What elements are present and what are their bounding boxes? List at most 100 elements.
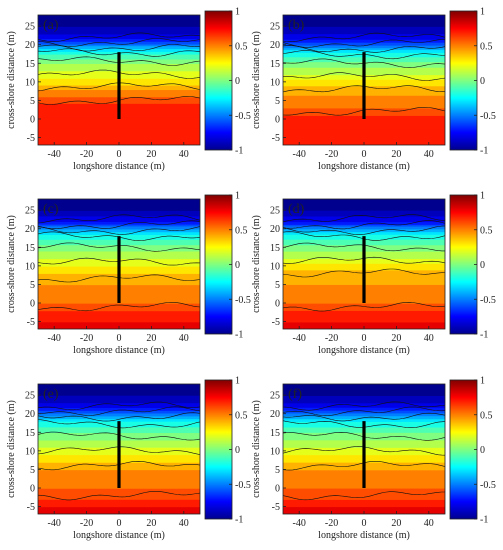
y-tick-label: 10 — [270, 446, 280, 457]
y-tick-label: 20 — [25, 224, 35, 235]
colorbar-tick-label: 0 — [480, 445, 485, 456]
x-tick-label: -20 — [80, 333, 93, 344]
y-tick-label: 0 — [275, 299, 280, 310]
x-tick-label: -40 — [48, 333, 61, 344]
x-tick-label: 0 — [117, 333, 122, 344]
y-tick-label: 15 — [25, 243, 35, 254]
colorbar — [449, 10, 478, 151]
y-axis-label: cross-shore distance (m) — [6, 400, 17, 498]
contour-line — [38, 214, 200, 224]
x-tick-label: 20 — [146, 333, 156, 344]
x-tick-label: -20 — [80, 518, 93, 529]
contour-line — [38, 32, 200, 42]
y-tick-label: 15 — [270, 59, 280, 70]
contour-line — [283, 220, 445, 230]
y-tick-label: 0 — [275, 115, 280, 126]
y-tick-label: 10 — [25, 77, 35, 88]
y-axis-label: cross-shore distance (m) — [6, 215, 17, 313]
contour-line — [38, 412, 200, 422]
x-tick-label: -40 — [293, 333, 306, 344]
colorbar-tick-label: 0.5 — [235, 410, 248, 421]
x-tick-label: 20 — [391, 149, 401, 160]
x-tick-label: 40 — [424, 333, 434, 344]
contour-line — [38, 401, 200, 411]
contour-line — [38, 302, 200, 312]
y-tick-label: 5 — [275, 280, 280, 291]
colorbar-tick-label: -0.5 — [235, 111, 251, 122]
contour-band — [283, 199, 445, 201]
colorbar-tick-label: -1 — [235, 330, 243, 341]
x-tick-label: -20 — [325, 333, 338, 344]
y-axis-label: cross-shore distance (m) — [251, 400, 262, 498]
x-tick-label: 40 — [179, 333, 189, 344]
x-tick-label: -40 — [293, 518, 306, 529]
colorbar-tick-label: 1 — [480, 191, 485, 202]
contour-line — [283, 412, 445, 422]
x-tick-label: 40 — [179, 149, 189, 160]
colorbar-tick-label: 0 — [235, 445, 240, 456]
y-tick-label: 5 — [30, 96, 35, 107]
panel-label: (b) — [288, 18, 305, 33]
contour-line — [283, 45, 445, 53]
colorbar-tick-label: 0.5 — [480, 41, 493, 52]
contour-band — [38, 384, 200, 386]
contour-line — [38, 38, 200, 47]
y-axis-label: cross-shore distance (m) — [251, 215, 262, 313]
y-tick-label: 25 — [270, 391, 280, 402]
y-tick-label: 20 — [270, 409, 280, 420]
x-tick-label: 0 — [362, 149, 367, 160]
x-tick-label: -20 — [80, 149, 93, 160]
x-tick-label: -40 — [48, 518, 61, 529]
contour-band — [283, 15, 445, 17]
colorbar — [204, 10, 233, 151]
y-tick-label: 25 — [25, 22, 35, 33]
colorbar-tick-label: 0.5 — [235, 225, 248, 236]
contour-line — [38, 226, 200, 235]
contour-line — [38, 220, 200, 230]
colorbar-tick-label: 0 — [480, 260, 485, 271]
y-tick-label: 0 — [30, 115, 35, 126]
x-tick-label: -40 — [48, 149, 61, 160]
colorbar-tick-label: 0.5 — [480, 225, 493, 236]
contour-line — [283, 491, 445, 501]
contour-line — [283, 406, 445, 417]
y-tick-label: 5 — [275, 465, 280, 476]
y-tick-label: 0 — [30, 299, 35, 310]
colorbar — [204, 194, 233, 335]
y-tick-label: 15 — [270, 243, 280, 254]
x-tick-label: 0 — [362, 333, 367, 344]
colorbar-tick-label: -0.5 — [235, 295, 251, 306]
x-axis-label: longshore distance (m) — [73, 530, 165, 541]
contour-line — [38, 491, 200, 501]
x-tick-label: -20 — [325, 518, 338, 529]
y-tick-label: 25 — [270, 22, 280, 33]
colorbar-tick-label: -0.5 — [480, 111, 496, 122]
contour-line — [283, 39, 445, 48]
y-tick-label: 0 — [275, 484, 280, 495]
y-tick-label: 15 — [25, 428, 35, 439]
y-tick-label: 25 — [270, 206, 280, 217]
contour-band — [38, 199, 200, 201]
colorbar-tick-label: -1 — [235, 515, 243, 526]
y-tick-label: 10 — [270, 77, 280, 88]
panel-label: (f) — [288, 387, 302, 402]
colorbar-tick-label: -0.5 — [235, 480, 251, 491]
x-tick-label: -40 — [293, 149, 306, 160]
colorbar-tick-label: -1 — [480, 330, 488, 341]
x-tick-label: 40 — [424, 149, 434, 160]
y-tick-label: 10 — [25, 446, 35, 457]
y-tick-label: 20 — [270, 40, 280, 51]
y-tick-label: -5 — [272, 133, 280, 144]
contour-band — [283, 384, 445, 386]
colorbar-tick-label: 0 — [235, 260, 240, 271]
y-tick-label: 15 — [25, 59, 35, 70]
colorbar-tick-label: 0 — [235, 76, 240, 87]
colorbar-tick-label: -1 — [480, 146, 488, 157]
contour-line — [283, 401, 445, 411]
contour-line — [283, 225, 445, 235]
